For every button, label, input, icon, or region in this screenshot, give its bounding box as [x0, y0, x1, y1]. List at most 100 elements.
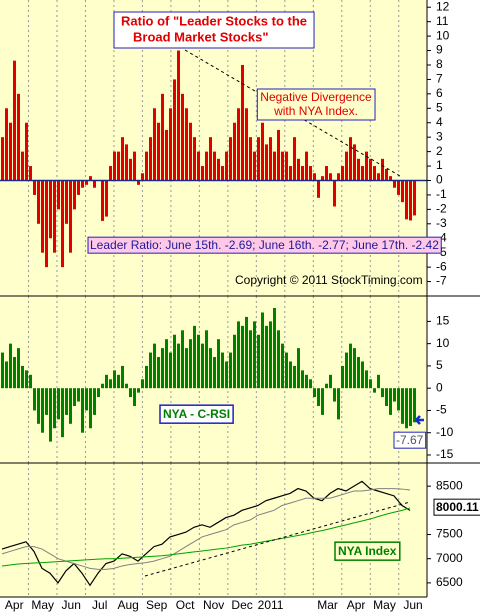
bar [81, 388, 84, 433]
bar [325, 383, 328, 389]
label-box [334, 541, 401, 561]
x-tick-label: Jul [92, 598, 107, 612]
bar [85, 388, 88, 411]
bar [93, 180, 96, 188]
bar [33, 388, 36, 411]
bar [177, 50, 180, 181]
bar [213, 357, 216, 389]
bar [125, 144, 128, 181]
bar [253, 151, 256, 181]
y-tick-label: 10 [436, 28, 450, 42]
y-tick-label: 1 [436, 158, 443, 172]
bar [337, 388, 340, 420]
bar [333, 180, 336, 207]
bar [209, 348, 212, 389]
bar [77, 180, 80, 195]
x-tick-label: Apr [5, 598, 24, 612]
y-tick-label: 0 [436, 173, 443, 187]
y-tick-label: -5 [436, 403, 447, 417]
bar [93, 388, 96, 415]
bar [341, 365, 344, 389]
bar [205, 151, 208, 181]
bar [337, 173, 340, 181]
bar [117, 151, 120, 181]
bar [105, 374, 108, 389]
bar [277, 330, 280, 389]
bar [89, 388, 92, 429]
bar [129, 388, 132, 398]
last-value: 8000.11 [436, 500, 479, 514]
bar [361, 166, 364, 181]
bar [65, 388, 68, 415]
axis-background [427, 0, 480, 615]
bar [29, 166, 32, 181]
bar [105, 180, 108, 217]
bar [289, 361, 292, 389]
chart-title: Broad Market Stocks" [133, 29, 268, 44]
bar [153, 108, 156, 181]
bar [161, 348, 164, 389]
bar [357, 158, 360, 181]
marks-layer [0, 50, 427, 587]
x-tick-label: Jun [403, 598, 422, 612]
bar [185, 108, 188, 181]
bar [293, 365, 296, 389]
bar [333, 388, 336, 402]
y-tick-label: 4 [436, 115, 443, 129]
y-tick-label: 12 [436, 0, 450, 13]
bar [261, 312, 264, 389]
series-line [1, 507, 411, 567]
bar [401, 388, 404, 424]
bar [281, 151, 284, 181]
bar [357, 357, 360, 389]
bar [229, 137, 232, 181]
bar [189, 122, 192, 181]
bar [301, 166, 304, 181]
bar [33, 180, 36, 195]
x-tick-label: Aug [117, 598, 138, 612]
bar [161, 93, 164, 181]
bar [133, 151, 136, 181]
bar [277, 129, 280, 181]
series-label: NYA Index [338, 544, 397, 558]
bar [165, 339, 168, 389]
bar [113, 370, 116, 389]
bar [281, 343, 284, 389]
bar [21, 151, 24, 181]
bar [377, 374, 380, 389]
bar [313, 388, 316, 398]
bar [189, 339, 192, 389]
y-tick-label: 10 [436, 336, 450, 350]
bar [349, 137, 352, 181]
bar [345, 151, 348, 181]
bar [237, 321, 240, 389]
bar [89, 176, 92, 181]
bar [73, 180, 76, 210]
bar [181, 330, 184, 389]
bar [145, 365, 148, 389]
y-tick-label: 0 [436, 380, 443, 394]
bar [365, 370, 368, 389]
bar [241, 325, 244, 389]
bar [377, 173, 380, 181]
bar [9, 122, 12, 181]
bar [313, 173, 316, 181]
bar [201, 166, 204, 181]
bar [405, 180, 408, 220]
bar [141, 173, 144, 181]
bar [101, 383, 104, 389]
bar [177, 343, 180, 389]
bar [193, 137, 196, 181]
copyright: Copyright © 2011 StockTiming.com [235, 273, 423, 287]
value-note: Leader Ratio: June 15th. -2.69; June 16t… [90, 238, 439, 252]
x-tick-label: Sep [146, 598, 168, 612]
bar [233, 334, 236, 389]
bar [381, 158, 384, 181]
bar [205, 330, 208, 389]
x-tick-label: Jun [62, 598, 81, 612]
label-box [159, 404, 234, 424]
bar [149, 352, 152, 389]
bar [85, 180, 88, 185]
y-tick-label: -2 [436, 202, 447, 216]
